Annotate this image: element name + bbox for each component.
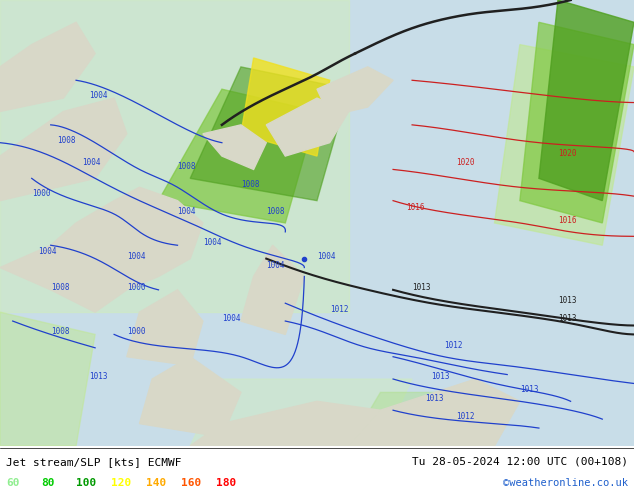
Text: 1008: 1008 [57,136,75,145]
Polygon shape [127,290,203,366]
Polygon shape [266,98,349,156]
Text: 1004: 1004 [222,314,240,323]
Text: 140: 140 [146,478,166,489]
Text: 1013: 1013 [520,386,538,394]
Text: 1013: 1013 [412,283,430,292]
Text: 1004: 1004 [203,238,221,247]
Text: 1013: 1013 [431,372,450,381]
Polygon shape [241,245,304,334]
Text: 1004: 1004 [317,252,335,261]
Text: 1000: 1000 [32,189,50,198]
Text: 1004: 1004 [178,207,196,216]
Text: 1004: 1004 [127,252,145,261]
Text: 1013: 1013 [558,314,576,323]
Text: 100: 100 [76,478,96,489]
Text: 1008: 1008 [178,163,196,172]
Polygon shape [158,89,317,223]
Text: 160: 160 [181,478,201,489]
Text: 1008: 1008 [51,283,69,292]
Polygon shape [0,0,349,312]
Text: 1013: 1013 [425,394,443,403]
Text: 1008: 1008 [51,327,69,337]
Text: 1020: 1020 [456,158,475,167]
Polygon shape [0,312,95,446]
Text: Jet stream/SLP [kts] ECMWF: Jet stream/SLP [kts] ECMWF [6,457,182,467]
Text: 1004: 1004 [82,158,101,167]
Polygon shape [317,67,393,116]
Polygon shape [349,379,520,446]
Text: ©weatheronline.co.uk: ©weatheronline.co.uk [503,478,628,489]
Polygon shape [349,392,495,446]
Text: 1004: 1004 [38,247,56,256]
Text: 1016: 1016 [406,202,424,212]
Text: 120: 120 [111,478,131,489]
Text: 1012: 1012 [330,305,348,314]
Polygon shape [495,45,634,245]
Polygon shape [190,379,412,446]
Text: 1012: 1012 [444,341,462,350]
Polygon shape [539,0,634,201]
Text: 1008: 1008 [266,207,285,216]
Text: 1004: 1004 [89,91,107,100]
Text: 1004: 1004 [266,261,285,270]
Polygon shape [0,22,95,112]
Text: 1020: 1020 [558,149,576,158]
Text: 1012: 1012 [456,412,475,421]
Text: 1016: 1016 [558,216,576,225]
Text: 1000: 1000 [127,283,145,292]
Polygon shape [0,187,203,312]
Polygon shape [0,98,127,201]
Polygon shape [190,401,380,446]
Text: Tu 28-05-2024 12:00 UTC (00+108): Tu 28-05-2024 12:00 UTC (00+108) [411,457,628,467]
Polygon shape [241,58,330,156]
Text: 1000: 1000 [127,327,145,337]
Text: 1013: 1013 [89,372,107,381]
Polygon shape [203,125,266,170]
Text: 80: 80 [41,478,55,489]
Polygon shape [190,67,349,201]
Polygon shape [520,22,634,223]
Text: 180: 180 [216,478,236,489]
Text: 1008: 1008 [241,180,259,189]
Polygon shape [139,357,241,437]
Text: 60: 60 [6,478,20,489]
Text: 1013: 1013 [558,296,576,305]
